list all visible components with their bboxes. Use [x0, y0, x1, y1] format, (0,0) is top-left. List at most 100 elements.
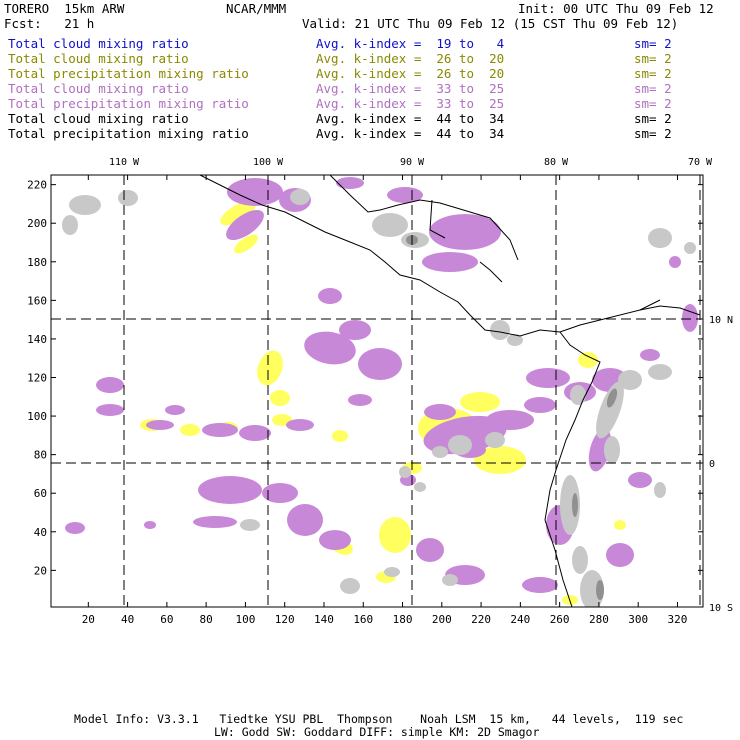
y-tick-label: 60 — [34, 487, 47, 500]
x-tick-label: 40 — [121, 613, 134, 626]
field-layer — [62, 175, 701, 607]
y-tick-label: 200 — [27, 217, 47, 230]
model-title: TORERO 15km ARW — [4, 1, 125, 16]
y-tick-label: 20 — [34, 564, 47, 577]
cloud-low-region — [570, 385, 586, 405]
cloud-low-region — [654, 482, 666, 498]
cloud-low-region — [414, 482, 426, 492]
y-tick-label: 220 — [27, 179, 47, 192]
cloud-deep-core — [606, 388, 618, 408]
legend-smoothing: sm= 2 — [634, 126, 672, 141]
x-tick-label: 240 — [510, 613, 530, 626]
legend-smoothing: sm= 2 — [634, 51, 672, 66]
physics-info-line: LW: Godd SW: Goddard DIFF: simple KM: 2D… — [214, 725, 540, 739]
cloud-mid-region — [460, 392, 500, 412]
legend-field-label: Total precipitation mixing ratio — [8, 66, 249, 81]
legend-field-label: Total cloud mixing ratio — [8, 36, 189, 51]
cloud-high-region — [524, 397, 556, 413]
x-tick-label: 80 — [200, 613, 213, 626]
x-tick-label: 100 — [235, 613, 255, 626]
cloud-high-region — [226, 209, 264, 241]
cloud-low-region — [560, 475, 580, 535]
legend-smoothing: sm= 2 — [634, 96, 672, 111]
x-tick-label: 220 — [471, 613, 491, 626]
cloud-low-region — [432, 446, 448, 458]
coastline — [199, 175, 661, 337]
cloud-high-region — [422, 252, 478, 272]
y-tick-label: 160 — [27, 294, 47, 307]
cloud-high-region — [146, 420, 174, 430]
legend-k-index: Avg. k-index = 26 to 20 — [316, 51, 505, 66]
x-tick-label: 300 — [628, 613, 648, 626]
cloud-high-region — [522, 577, 558, 593]
cloud-low-region — [648, 364, 672, 380]
cloud-mid-region — [614, 520, 626, 530]
longitude-label: 80 W — [544, 157, 569, 168]
cloud-high-region — [387, 187, 423, 203]
longitude-label: 100 W — [253, 157, 284, 168]
coastline — [639, 305, 701, 316]
cloud-high-region — [429, 214, 501, 250]
cloud-mid-region — [474, 446, 526, 474]
cloud-high-region — [202, 423, 238, 437]
center-label: NCAR/MMM — [226, 1, 287, 16]
cloud-mid-region — [379, 517, 411, 553]
legend-field-label: Total cloud mixing ratio — [8, 81, 189, 96]
x-tick-label: 140 — [314, 613, 334, 626]
cloud-high-region — [526, 368, 570, 388]
x-tick-label: 280 — [589, 613, 609, 626]
y-tick-label: 80 — [34, 449, 47, 462]
y-tick-label: 40 — [34, 526, 47, 539]
x-tick-label: 20 — [82, 613, 95, 626]
cloud-high-region — [304, 331, 356, 365]
y-tick-label: 140 — [27, 333, 47, 346]
cloud-high-region — [318, 288, 342, 304]
legend-k-index: Avg. k-index = 44 to 34 — [316, 126, 505, 141]
coastline — [329, 175, 519, 261]
cloud-high-region — [640, 349, 660, 361]
legend-k-index: Avg. k-index = 33 to 25 — [316, 81, 505, 96]
cloud-low-region — [448, 435, 472, 455]
cloud-high-region — [486, 410, 534, 430]
valid-time: Valid: 21 UTC Thu 09 Feb 12 (15 CST Thu … — [302, 16, 679, 31]
x-tick-label: 120 — [275, 613, 295, 626]
cloud-high-region — [358, 348, 402, 380]
legend-smoothing: sm= 2 — [634, 111, 672, 126]
cloud-mid-region — [578, 352, 598, 368]
legend-smoothing: sm= 2 — [634, 66, 672, 81]
cloud-high-region — [339, 320, 371, 340]
x-tick-label: 180 — [393, 613, 413, 626]
legend-k-index: Avg. k-index = 19 to 4 — [316, 36, 505, 51]
y-tick-label: 100 — [27, 410, 47, 423]
cloud-high-region — [287, 504, 323, 536]
cloud-high-region — [319, 530, 351, 550]
cloud-high-region — [96, 377, 124, 393]
cloud-mid-region — [220, 200, 256, 226]
legend-k-index: Avg. k-index = 44 to 34 — [316, 111, 505, 126]
cloud-deep-core — [596, 580, 604, 600]
map-frame — [50, 174, 704, 608]
cloud-low-region — [596, 381, 624, 439]
cloud-low-region — [604, 436, 620, 464]
latitude-label: 0 — [709, 459, 715, 470]
cloud-high-region — [65, 522, 85, 534]
y-tick-label: 120 — [27, 372, 47, 385]
cloud-low-region — [648, 228, 672, 248]
latitude-label: 10 S — [709, 603, 733, 614]
latitude-label: 10 N — [709, 315, 733, 326]
cloud-low-region — [69, 195, 101, 215]
y-tick-label: 180 — [27, 256, 47, 269]
cloud-low-region — [490, 320, 510, 340]
forecast-hour: Fcst: 21 h — [4, 16, 95, 31]
cloud-high-region — [227, 178, 283, 206]
legend-field-label: Total cloud mixing ratio — [8, 111, 189, 126]
cloud-mid-region — [234, 234, 258, 254]
cloud-high-region — [628, 472, 652, 488]
x-tick-label: 60 — [160, 613, 173, 626]
longitude-label: 70 W — [688, 157, 713, 168]
cloud-low-region — [62, 215, 78, 235]
legend-field-label: Total precipitation mixing ratio — [8, 96, 249, 111]
cloud-deep-core — [572, 493, 578, 517]
cloud-mid-region — [180, 424, 200, 436]
